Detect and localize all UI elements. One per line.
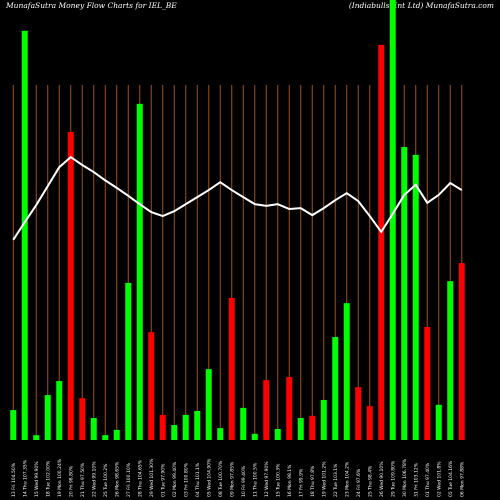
x-tick-label: 04 Thu 101.1%	[195, 462, 201, 497]
x-tick-label: 18 Thu 97.8%	[310, 465, 316, 497]
x-tick-label: 19 Wed 101.2%	[321, 461, 327, 497]
bar	[424, 326, 431, 440]
x-tick-label: 12 Wed 97.90%	[264, 461, 270, 497]
x-tick-label: 06 Mon 97.88%	[459, 461, 465, 497]
x-tick-label: 15 Wed 99.90%	[34, 461, 40, 497]
x-tick-label: 05 Wed 104.90%	[206, 458, 212, 497]
bar	[320, 399, 327, 440]
x-tick-label: 01 Thu 97.40%	[425, 462, 431, 497]
bar	[79, 398, 86, 440]
bar	[102, 435, 109, 440]
x-tick-label: 01 Tue 97.90%	[160, 463, 166, 497]
bar	[113, 429, 120, 440]
x-tick-label: 25 Thu 98.4%	[367, 465, 373, 497]
x-tick-label: 02 Wed 101.8%	[436, 461, 442, 497]
x-tick-label: 18 Tue 102.00%	[45, 460, 51, 497]
bar	[251, 433, 258, 440]
bar	[33, 435, 40, 440]
x-tick-label: 25 Tue 100.2%	[103, 463, 109, 497]
bar	[44, 395, 51, 440]
x-tick-label: 26 Wed 90.10%	[379, 461, 385, 497]
chart-title: MunafaSutra Money Flow Charts for IEL_BE	[5, 1, 177, 10]
x-tick-label: 10 Fri 99.40%	[241, 465, 247, 497]
bar	[401, 146, 408, 440]
bar	[67, 132, 74, 440]
x-tick-label: 29 Wed 101.30%	[149, 458, 155, 497]
x-tick-label: 11 Thu 100.5%	[252, 462, 258, 497]
bar	[240, 407, 247, 440]
bar	[412, 154, 419, 440]
bar	[332, 337, 339, 440]
x-tick-label: 27 Fri 100.10%	[126, 462, 132, 497]
x-tick-label: 19 Mon 100.24%	[57, 458, 63, 497]
bar	[435, 404, 442, 440]
bar	[286, 377, 293, 440]
x-tick-label: 20 Fri 98.80%	[68, 465, 74, 497]
bar	[217, 428, 224, 440]
x-tick-label: 28 Thu 104.65%	[137, 459, 143, 497]
bar	[366, 406, 373, 440]
x-tick-label: 13 Fri 104.50%	[11, 462, 17, 497]
bar	[90, 418, 97, 440]
x-tick-label: 31 Fri 103.12%	[413, 462, 419, 497]
bar	[125, 282, 132, 440]
bar	[21, 30, 28, 441]
bar	[309, 415, 316, 440]
x-tick-label: 15 Tue 100.3%	[275, 463, 281, 497]
x-tick-label: 17 Fri 99.9%	[298, 468, 304, 497]
bar	[355, 387, 362, 440]
bar	[263, 380, 270, 440]
bar	[171, 425, 178, 440]
bar	[205, 369, 212, 440]
x-tick-label: 29 Tue 109.80%	[390, 460, 396, 497]
bar	[343, 303, 350, 440]
x-tick-label: 02 Mon 99.40%	[172, 461, 178, 497]
x-tick-label: 08 Tue 100.70%	[218, 460, 224, 497]
x-tick-label: 24 Fri 97.6%	[356, 468, 362, 497]
bar	[378, 44, 385, 440]
bar	[447, 281, 454, 440]
x-tick-label: 03 Fri 100.80%	[183, 462, 189, 497]
bar	[182, 414, 189, 440]
bar	[159, 414, 166, 440]
money-flow-line	[12, 155, 463, 241]
bar	[228, 297, 235, 440]
bar	[274, 429, 281, 440]
x-tick-label: 16 Mon 98.1%	[287, 464, 293, 497]
x-tick-label: 23 Mon 104.2%	[344, 461, 350, 497]
bar	[56, 381, 63, 440]
x-tick-label: 05 Tue 104.16%	[448, 460, 454, 497]
bar	[297, 418, 304, 440]
x-tick-label: 14 Thu 107.35%	[22, 459, 28, 497]
bar	[389, 0, 396, 440]
bar	[458, 263, 465, 440]
x-tick-label: 26 Mon 98.65%	[114, 461, 120, 497]
chart-subtitle: (Indiabulls Ent Ltd) MunafaSutra.com	[349, 1, 494, 10]
x-tick-label: 21 Thu 97.50%	[80, 462, 86, 497]
x-tick-label: 22 Tue 103.1%	[333, 463, 339, 497]
bar	[148, 332, 155, 440]
x-tick-label: 30 Mon 106.78%	[402, 458, 408, 497]
x-tick-label: 09 Mon 97.85%	[229, 461, 235, 497]
x-tick-label: 22 Wed 99.10%	[91, 461, 97, 497]
bar	[194, 410, 201, 440]
bar	[10, 410, 17, 440]
bar	[136, 103, 143, 440]
